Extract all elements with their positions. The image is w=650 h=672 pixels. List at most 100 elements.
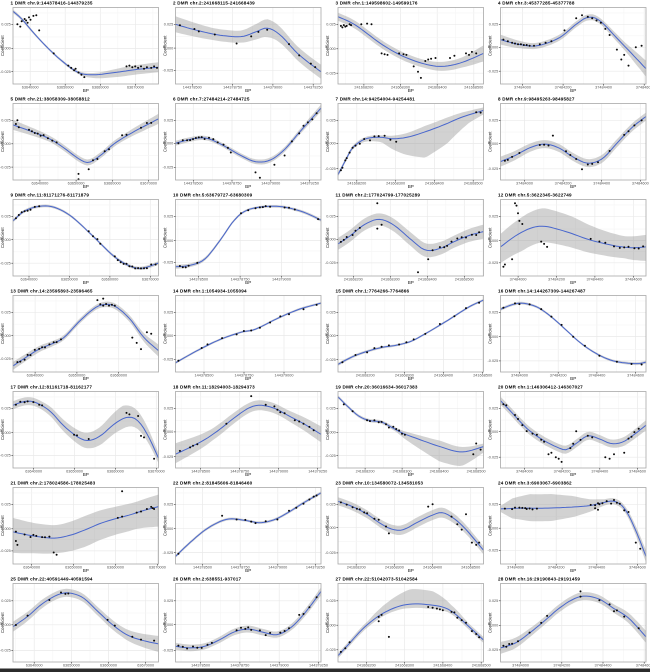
svg-text:37484400: 37484400: [595, 85, 612, 89]
svg-text:37484600: 37484600: [636, 85, 650, 89]
svg-text:Coefficient: Coefficient: [0, 612, 5, 633]
svg-text:23 DMR chr.10:134580072-134581: 23 DMR chr.10:134580072-134581053: [336, 481, 424, 486]
svg-text:241668300: 241668300: [395, 373, 414, 377]
svg-text:0.025: 0.025: [489, 119, 499, 123]
svg-text:37484000: 37484000: [516, 181, 533, 185]
svg-text:241668300: 241668300: [393, 469, 412, 473]
svg-text:BP: BP: [408, 184, 414, 189]
svg-text:11 DMR chr.2:177024799-1770252: 11 DMR chr.2:177024799-177025289: [336, 193, 421, 198]
svg-text:63660000: 63660000: [100, 663, 117, 667]
svg-text:-0.025: -0.025: [488, 167, 499, 171]
svg-text:144379250: 144379250: [309, 663, 328, 667]
svg-text:63640000: 63640000: [26, 663, 43, 667]
svg-text:-0.025: -0.025: [488, 456, 499, 460]
svg-text:18 DMR chr.11:18294003-1829437: 18 DMR chr.11:18294003-18294373: [173, 385, 255, 390]
svg-text:63640000: 63640000: [23, 565, 40, 569]
svg-text:16 DMR chr.14:144267309-144267: 16 DMR chr.14:144267309-144267487: [498, 289, 586, 294]
svg-text:0.000: 0.000: [164, 430, 174, 434]
svg-text:63650000: 63650000: [68, 373, 85, 377]
svg-text:19 DMR chr.20:36016634-3601738: 19 DMR chr.20:36016634-36017383: [336, 385, 418, 390]
svg-text:12 DMR chr.5:3622345-3622749: 12 DMR chr.5:3622345-3622749: [498, 193, 572, 198]
svg-text:144378500: 144378500: [184, 181, 203, 185]
svg-text:5 DMR chr.21:38058309-38058812: 5 DMR chr.21:38058309-38058812: [11, 97, 91, 102]
svg-text:37484400: 37484400: [586, 277, 603, 281]
svg-text:144378750: 144378750: [230, 663, 249, 667]
svg-text:0.025: 0.025: [326, 503, 336, 507]
svg-text:-0.025: -0.025: [163, 69, 174, 73]
svg-text:15 DMR chr.1:7764266-7764866: 15 DMR chr.1:7764266-7764866: [336, 289, 410, 294]
svg-text:21 DMR chr.2:178024586-1780254: 21 DMR chr.2:178024586-178025483: [11, 481, 96, 486]
svg-text:241668400: 241668400: [418, 277, 437, 281]
svg-text:37484400: 37484400: [595, 663, 612, 667]
svg-text:63660000: 63660000: [92, 85, 109, 89]
svg-text:241668300: 241668300: [381, 277, 400, 281]
svg-text:63650000: 63650000: [61, 277, 78, 281]
svg-text:0.000: 0.000: [326, 142, 336, 146]
svg-text:37484600: 37484600: [632, 181, 649, 185]
svg-text:6 DMR chr.7:27484214-27484725: 6 DMR chr.7:27484214-27484725: [173, 97, 250, 102]
svg-text:37484200: 37484200: [554, 469, 571, 473]
svg-text:63650000: 63650000: [57, 85, 74, 89]
svg-text:0.000: 0.000: [164, 334, 174, 338]
svg-text:-0.025: -0.025: [325, 167, 336, 171]
svg-text:144379000: 144379000: [263, 85, 282, 89]
svg-text:241668500: 241668500: [472, 663, 491, 667]
svg-text:28 DMR chr.16:29190843-2919145: 28 DMR chr.16:29190843-29191459: [498, 577, 580, 582]
svg-text:0.000: 0.000: [326, 47, 336, 51]
svg-text:BP: BP: [408, 568, 414, 573]
svg-text:BP: BP: [570, 472, 576, 477]
svg-text:63660000: 63660000: [107, 469, 124, 473]
svg-text:-0.025: -0.025: [163, 455, 174, 459]
svg-text:0.025: 0.025: [489, 311, 499, 315]
svg-text:BP: BP: [570, 88, 576, 93]
svg-text:241668300: 241668300: [386, 181, 405, 185]
svg-text:-0.025: -0.025: [488, 261, 499, 265]
svg-text:63660000: 63660000: [107, 565, 124, 569]
svg-text:-0.025: -0.025: [163, 261, 174, 265]
svg-text:241668200: 241668200: [356, 373, 375, 377]
svg-text:63670000: 63670000: [148, 469, 165, 473]
svg-text:BP: BP: [245, 88, 251, 93]
svg-text:144378750: 144378750: [231, 565, 250, 569]
svg-text:0.025: 0.025: [489, 407, 499, 411]
svg-text:241668500: 241668500: [473, 373, 492, 377]
svg-text:17 DMR chr.12:81161718-8116217: 17 DMR chr.12:81161718-81162177: [11, 385, 93, 390]
svg-text:0.000: 0.000: [164, 46, 174, 50]
svg-text:0.025: 0.025: [164, 407, 174, 411]
svg-text:144379250: 144379250: [306, 565, 325, 569]
svg-text:241668200: 241668200: [354, 85, 373, 89]
svg-text:63640000: 63640000: [25, 469, 42, 473]
svg-text:144379000: 144379000: [269, 469, 288, 473]
svg-text:63640000: 63640000: [21, 277, 38, 281]
svg-text:37484600: 37484600: [636, 663, 650, 667]
svg-text:Coefficient: Coefficient: [162, 323, 167, 344]
svg-text:-0.025: -0.025: [163, 649, 174, 653]
svg-text:-0.025: -0.025: [0, 262, 11, 266]
svg-text:63670000: 63670000: [137, 663, 154, 667]
svg-text:20 DMR chr.1:146306412-1463070: 20 DMR chr.1:146306412-146307027: [498, 385, 583, 390]
svg-text:144378500: 144378500: [193, 565, 212, 569]
svg-text:241668500: 241668500: [464, 181, 483, 185]
svg-text:Coefficient: Coefficient: [162, 612, 167, 633]
svg-text:144378750: 144378750: [222, 181, 241, 185]
svg-text:-0.025: -0.025: [325, 454, 336, 458]
svg-text:BP: BP: [245, 280, 251, 285]
svg-text:37484600: 37484600: [629, 469, 646, 473]
svg-text:241668500: 241668500: [467, 469, 486, 473]
svg-text:241668300: 241668300: [391, 85, 410, 89]
svg-text:0.000: 0.000: [489, 624, 499, 628]
svg-text:63650000: 63650000: [66, 469, 83, 473]
svg-text:Coefficient: Coefficient: [325, 515, 330, 536]
svg-text:37484400: 37484400: [593, 181, 610, 185]
svg-text:0.025: 0.025: [1, 311, 11, 315]
svg-text:63640000: 63640000: [22, 85, 39, 89]
svg-text:0.025: 0.025: [164, 119, 174, 123]
svg-text:63670000: 63670000: [149, 565, 166, 569]
svg-text:24 DMR chr.3:6903067-6903862: 24 DMR chr.3:6903067-6903862: [498, 481, 572, 486]
svg-text:37484200: 37484200: [550, 373, 567, 377]
svg-text:241668400: 241668400: [433, 663, 452, 667]
svg-text:144378750: 144378750: [234, 373, 253, 377]
svg-text:144378750: 144378750: [230, 469, 249, 473]
svg-text:0.025: 0.025: [1, 119, 11, 123]
svg-text:7 DMR chr.14:94254004-94254481: 7 DMR chr.14:94254004-94254481: [336, 97, 416, 102]
